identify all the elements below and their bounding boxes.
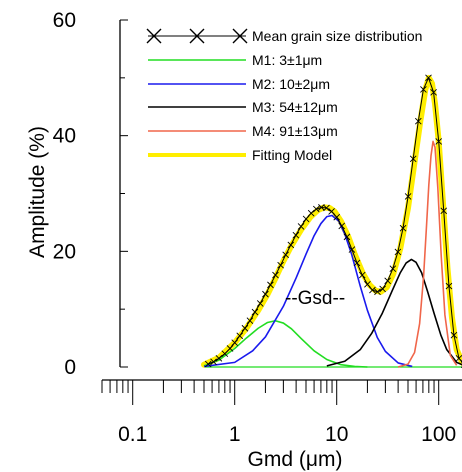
mean-marker [379,285,386,293]
y-tick-label: 60 [53,9,76,32]
mean-marker [440,207,448,215]
series-m2 [203,214,413,368]
legend-marker [232,28,248,44]
series-fitting-model [201,74,462,368]
mean-marker [246,317,254,325]
legend: Mean grain size distribution M1: 3±1μm M2:… [146,28,422,163]
mean-marker [364,280,371,288]
mean-marker [287,241,295,249]
legend-item: M1: 3±1μm [148,52,322,68]
mean-marker [292,231,300,239]
legend-item: M3: 54±12μm [148,99,338,115]
plot-area [201,74,462,369]
mean-marker [353,259,361,267]
mean-marker [302,215,310,223]
mean-marker [404,193,412,200]
mean-marker [312,205,320,213]
mean-marker [262,290,269,298]
mean-marker [256,300,264,307]
mean-marker [343,233,351,241]
y-tick-label: 0 [64,356,76,379]
x-tick-label: 0.1 [118,423,147,446]
mean-marker [251,308,259,316]
legend-label: M4: 91±13μm [252,123,338,139]
mean-marker [267,281,274,289]
mean-marker [414,117,422,125]
axes: 0 20 40 60 0.1 1 10 100 [53,9,462,446]
legend-item: M4: 91±13μm [148,123,338,139]
mean-marker [435,138,443,145]
mean-marker [221,350,229,358]
legend-label: M3: 54±12μm [252,99,338,115]
legend-label: Mean grain size distribution [252,28,422,44]
series-mean-line [208,76,462,365]
mean-marker [297,223,305,230]
series-m4 [397,140,458,368]
mean-marker [236,332,244,340]
mean-marker [399,224,407,232]
y-tick-label: 40 [53,125,76,148]
mean-marker [307,209,315,217]
x-tick-label: 10 [325,423,348,446]
mean-marker [323,204,330,212]
y-tick-label: 20 [53,240,76,263]
mean-marker [241,324,249,332]
mean-marker [348,246,356,253]
mean-marker [450,331,458,339]
mean-marker [425,74,432,82]
legend-label: Fitting Model [252,147,332,163]
mean-marker [215,355,223,362]
mean-marker [282,251,289,259]
mean-marker [394,248,402,256]
legend-item: M2: 10±2μm [148,76,330,92]
mean-marker [328,208,335,215]
mean-marker [384,277,391,285]
mean-marker [430,88,437,96]
mean-marker [210,358,217,366]
mean-marker [420,86,427,93]
legend-marker [189,28,205,44]
annotation-gsd: --Gsd-- [285,288,345,309]
mean-marker [231,339,239,347]
legend-label: M1: 3±1μm [252,52,322,68]
legend-marker [146,28,162,44]
mean-marker [272,271,279,279]
mean-marker [358,271,366,279]
mean-marker [374,288,381,296]
mean-marker [204,360,212,368]
mean-marker [338,222,346,230]
mean-marker [277,261,284,269]
mean-marker [369,286,376,294]
legend-item: Fitting Model [148,147,332,163]
mean-marker [333,213,341,221]
legend-label: M2: 10±2μm [252,76,330,92]
series-m1 [203,319,368,368]
x-axis-title: Gmd (μm) [248,448,343,471]
legend-item: Mean grain size distribution [146,28,422,44]
series-m3 [326,258,462,367]
y-axis-title: Amplitude (%) [26,126,49,258]
mean-marker [389,265,397,273]
mean-marker [445,282,453,290]
mean-marker [455,355,462,362]
mean-marker [409,155,417,163]
x-tick-label: 1 [229,423,241,446]
mean-marker [226,345,234,352]
x-tick-label: 100 [421,423,456,446]
